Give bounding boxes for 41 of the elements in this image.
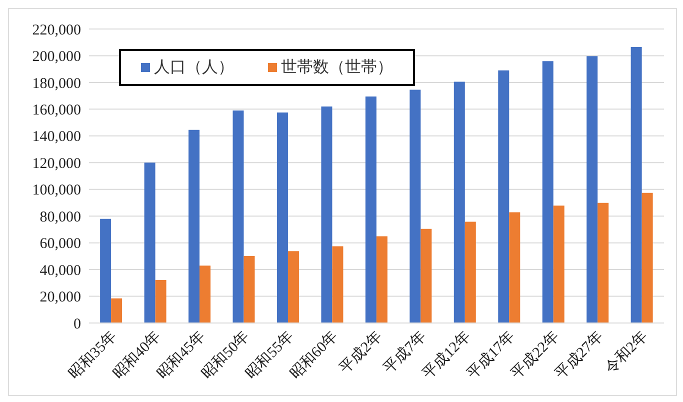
bar xyxy=(498,70,510,323)
y-tick-label: 40,000 xyxy=(40,262,81,279)
bar xyxy=(155,280,166,323)
y-tick-label: 60,000 xyxy=(40,236,81,252)
bar xyxy=(365,96,376,323)
bar xyxy=(553,206,564,323)
y-tick-label: 120,000 xyxy=(32,156,81,172)
bar xyxy=(376,236,388,323)
bar xyxy=(111,298,122,323)
bar xyxy=(244,256,255,323)
y-tick-label: 140,000 xyxy=(32,129,81,146)
bar xyxy=(144,162,156,323)
bar xyxy=(332,246,344,323)
bar xyxy=(410,90,421,323)
y-tick-label: 100,000 xyxy=(32,182,81,199)
y-tick-label: 80,000 xyxy=(40,209,81,226)
bar xyxy=(542,61,554,323)
bar xyxy=(321,106,332,323)
bar xyxy=(586,56,598,323)
bar xyxy=(420,228,432,323)
bar xyxy=(276,112,288,323)
y-tick-label: 160,000 xyxy=(32,102,81,119)
legend-label: 世帯数（世帯） xyxy=(280,58,393,78)
legend-label: 人口（人） xyxy=(153,58,234,78)
bar xyxy=(288,251,299,323)
bar xyxy=(509,212,520,323)
bar xyxy=(100,218,112,323)
bar xyxy=(454,82,465,323)
y-tick-label: 200,000 xyxy=(32,49,81,66)
y-tick-label: 180,000 xyxy=(32,76,81,92)
bar xyxy=(232,110,244,323)
bar xyxy=(630,47,642,323)
bar xyxy=(464,222,476,323)
y-tick-label: 0 xyxy=(74,316,81,332)
y-tick-label: 20,000 xyxy=(40,290,81,306)
bar xyxy=(642,192,653,323)
bar xyxy=(188,130,200,323)
bar xyxy=(200,266,211,323)
x-tick-label: 令和2年 xyxy=(602,328,651,377)
y-tick-label: 220,000 xyxy=(32,22,81,38)
bar xyxy=(598,202,609,323)
